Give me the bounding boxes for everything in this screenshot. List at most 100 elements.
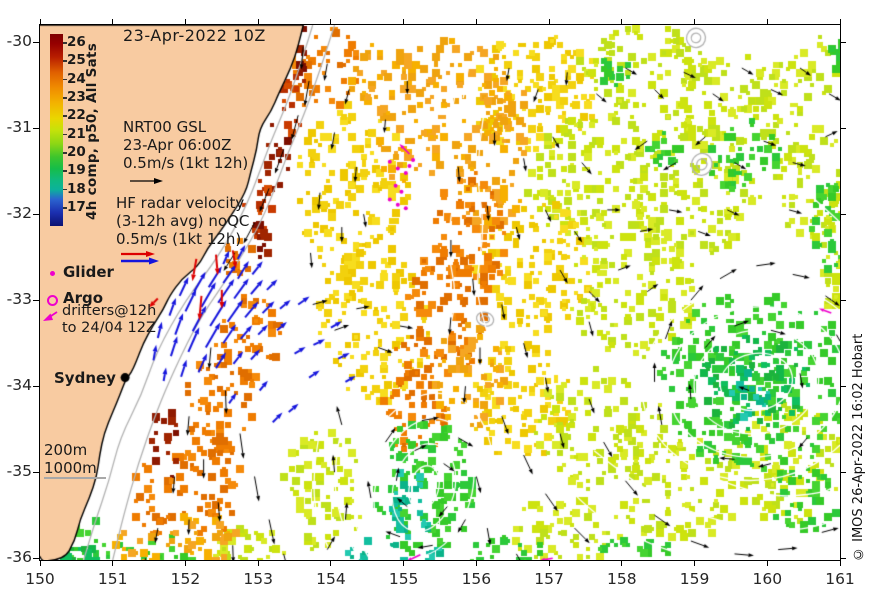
colorbar-tick-mark	[63, 170, 67, 172]
x-tick-label: 150	[25, 570, 55, 588]
y-tick-label: -31	[6, 118, 32, 137]
x-tick	[839, 560, 841, 566]
x-tick-label: 157	[534, 570, 564, 588]
model-velocity-legend: NRT00 GSL 23-Apr 06:00Z 0.5m/s (1kt 12h)	[123, 118, 248, 190]
colorbar-tick-label: 22	[67, 107, 86, 124]
drifters-legend: drifters@12h to 24/04 12Z	[62, 303, 156, 337]
y-tick-right	[840, 41, 846, 43]
y-tick	[33, 299, 39, 301]
x-tick-label: 160	[752, 570, 783, 588]
x-tick	[403, 560, 405, 566]
x-tick	[694, 560, 696, 566]
colorbar-tick-label: 20	[67, 144, 86, 161]
x-tick-top	[112, 19, 114, 25]
y-tick	[33, 41, 39, 43]
y-tick-right	[840, 299, 846, 301]
x-tick-top	[403, 19, 405, 25]
hf-radar-legend: HF radar velocity (3-12h avg) noQC 0.5m/…	[116, 194, 249, 270]
colorbar-tick-label: 24	[67, 70, 86, 87]
x-tick-label: 152	[170, 570, 201, 588]
x-tick-top	[184, 19, 186, 25]
colorbar-tick-label: 18	[67, 180, 86, 197]
colorbar-tick-mark	[63, 60, 67, 62]
y-tick-right	[840, 385, 846, 387]
plot-frame	[39, 24, 841, 561]
colorbar-tick-label: 17	[67, 199, 86, 216]
hf-line1: HF radar velocity	[116, 194, 245, 212]
x-tick-top	[839, 19, 841, 25]
glider-legend-label: Glider	[63, 263, 114, 281]
y-tick-right	[840, 557, 846, 559]
x-tick-top	[621, 19, 623, 25]
x-tick	[475, 560, 477, 566]
x-tick-label: 156	[461, 570, 492, 588]
x-tick	[112, 560, 114, 566]
colorbar-tick-label: 23	[67, 89, 86, 106]
x-tick-top	[766, 19, 768, 25]
sydney-city-label: Sydney	[54, 369, 116, 387]
argo-legend-label: Argo	[63, 289, 104, 307]
colorbar-tick-mark	[63, 115, 67, 117]
x-tick-top	[475, 19, 477, 25]
colorbar-tick-label: 26	[67, 34, 86, 50]
x-tick	[548, 560, 550, 566]
y-tick-label: -33	[6, 290, 32, 309]
x-tick	[621, 560, 623, 566]
map-canvas	[40, 25, 840, 560]
x-tick-top	[694, 19, 696, 25]
x-tick-label: 151	[97, 570, 128, 588]
colorbar-tick-label: 25	[67, 52, 86, 69]
hf-line3: 0.5m/s (1kt 12h)	[116, 230, 242, 248]
colorbar-tick-label: 21	[67, 125, 86, 142]
nrt-line1: NRT00 GSL	[123, 118, 207, 136]
x-tick-top	[257, 19, 259, 25]
x-tick-label: 159	[679, 570, 710, 588]
y-tick	[33, 127, 39, 129]
hf-line2: (3-12h avg) noQC	[116, 212, 250, 230]
colorbar-tick-mark	[63, 207, 67, 209]
y-tick-right	[840, 127, 846, 129]
y-tick-label: -30	[6, 32, 32, 51]
colorbar-tick-mark	[63, 188, 67, 191]
colorbar-tick-mark	[63, 152, 67, 154]
y-tick-right	[840, 213, 846, 215]
y-tick-label: -35	[6, 462, 32, 481]
depth-1000m-label: 1000m	[44, 459, 97, 477]
x-tick-top	[39, 19, 41, 25]
imos-credit-text: © IMOS 26-Apr-2022 16:02 Hobart	[851, 333, 866, 561]
x-tick-label: 155	[388, 570, 419, 588]
y-tick-label: -32	[6, 204, 32, 223]
y-tick	[33, 213, 39, 215]
depth-contour-labels: 200m 1000m	[44, 441, 97, 477]
x-tick-label: 153	[243, 570, 273, 588]
hf-radar-scale-arrows-icon	[121, 251, 159, 265]
depth-200m-label: 200m	[44, 441, 88, 459]
x-tick	[257, 560, 259, 566]
y-tick-label: -34	[6, 376, 32, 395]
colorbar	[50, 34, 63, 226]
colorbar-tick-label: 19	[67, 162, 86, 179]
drifters-line1: drifters@12h	[62, 303, 157, 319]
x-tick-label: 154	[316, 570, 346, 588]
nrt-line2: 23-Apr 06:00Z	[123, 136, 232, 154]
nrt-line3: 0.5m/s (1kt 12h)	[123, 154, 249, 172]
x-tick-top	[548, 19, 550, 25]
colorbar-tick-mark	[63, 133, 67, 136]
x-tick	[330, 560, 332, 566]
y-tick	[33, 385, 39, 387]
x-tick-label: 161	[825, 570, 855, 588]
colorbar-tick-mark	[63, 78, 67, 81]
y-tick	[33, 557, 39, 559]
x-tick-top	[330, 19, 332, 25]
drifter-arrow-icon	[43, 311, 58, 321]
y-tick-right	[840, 471, 846, 473]
x-tick	[184, 560, 186, 566]
x-tick	[39, 560, 41, 566]
colorbar-tick-mark	[63, 97, 67, 99]
glider-dot-icon	[50, 271, 55, 276]
y-tick-label: -36	[6, 548, 32, 567]
drifters-line2: to 24/04 12Z	[62, 320, 156, 336]
argo-circle-icon	[47, 295, 58, 306]
x-tick	[766, 560, 768, 566]
